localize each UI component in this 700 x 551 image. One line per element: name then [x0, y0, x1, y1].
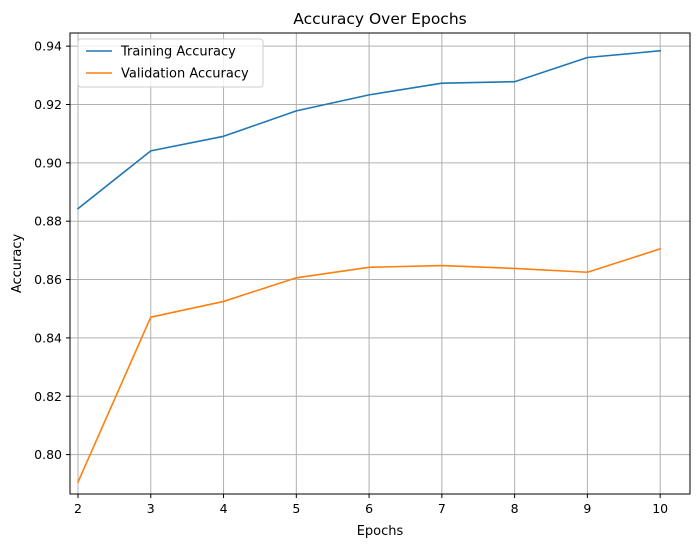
x-tick-label: 6	[365, 501, 373, 516]
series-line-validation	[76, 247, 662, 484]
legend: Training Accuracy Validation Accuracy	[77, 38, 264, 88]
y-tick-label: 0.94	[34, 39, 62, 54]
x-tick-label: 5	[292, 501, 300, 516]
x-axis-label: Epochs	[357, 524, 404, 539]
legend-box	[77, 38, 264, 88]
y-tick-label: 0.90	[34, 155, 62, 170]
y-tick-label: 0.82	[34, 389, 62, 404]
grid	[70, 33, 690, 494]
x-tick-label: 2	[74, 501, 82, 516]
y-tick-label: 0.84	[34, 330, 62, 345]
y-axis-label: Accuracy	[10, 234, 25, 294]
x-tick-label: 7	[438, 501, 446, 516]
x-tick-label: 9	[583, 501, 591, 516]
x-tick-label: 10	[652, 501, 668, 516]
plot-frame	[69, 32, 691, 495]
x-tick-label: 8	[511, 501, 519, 516]
axis-ticks: 2 3 4 5 6 7 8 9 10 0.80 0.82 0.84 0.86 0.88 0.90 0.92 0.…	[34, 39, 668, 516]
y-tick-label: 0.80	[34, 447, 62, 462]
x-tick-label: 4	[220, 501, 228, 516]
y-tick-label: 0.86	[34, 272, 62, 287]
y-tick-label: 0.92	[34, 97, 62, 112]
series-lines	[76, 49, 662, 484]
legend-label: Validation Accuracy	[121, 67, 249, 82]
series-line-training	[76, 49, 662, 210]
chart-title: Accuracy Over Epochs	[293, 10, 466, 28]
legend-label: Training Accuracy	[120, 45, 236, 60]
y-tick-label: 0.88	[34, 214, 62, 229]
x-tick-label: 3	[147, 501, 155, 516]
